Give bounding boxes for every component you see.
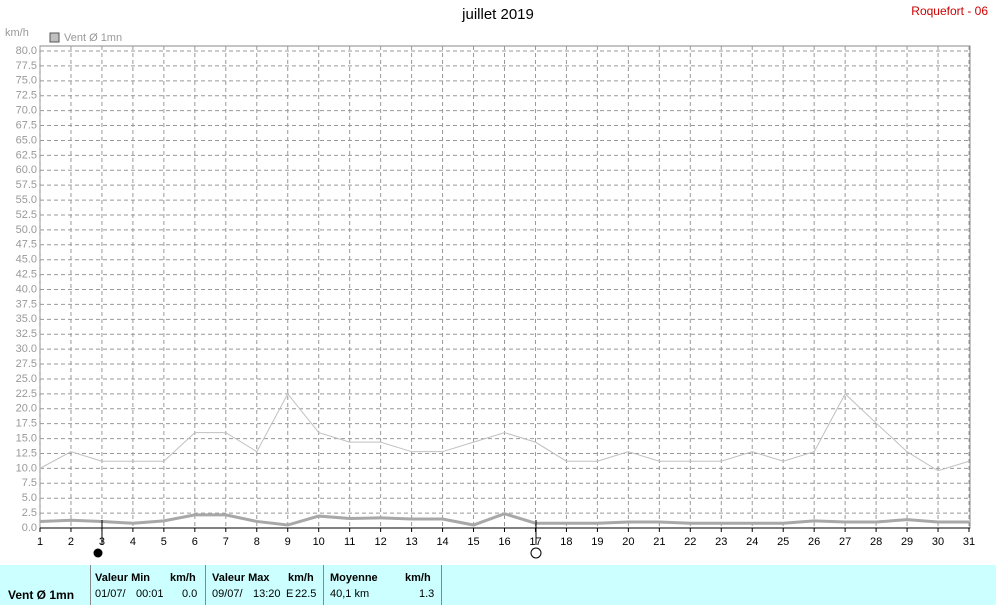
x-tick-label: 28	[870, 536, 882, 548]
day-marker	[93, 548, 103, 558]
x-tick-label: 24	[746, 536, 758, 548]
max-direction: E	[286, 588, 294, 600]
max-date: 09/07/	[212, 588, 243, 600]
y-tick-label: 0.0	[22, 522, 37, 534]
x-tick-label: 16	[498, 536, 510, 548]
y-tick-label: 77.5	[16, 60, 37, 72]
x-tick-label: 1	[37, 536, 43, 548]
series-line	[39, 512, 969, 527]
x-tick-label: 12	[375, 536, 387, 548]
summary-label: Vent Ø 1mn	[8, 588, 75, 602]
min-value: 0.0	[182, 588, 198, 600]
x-tick-label: 8	[254, 536, 260, 548]
x-tick-label: 30	[932, 536, 944, 548]
y-tick-label: 22.5	[16, 388, 37, 400]
min-title: Valeur Min	[95, 572, 151, 584]
x-tick-label: 9	[285, 536, 291, 548]
y-tick-label: 37.5	[16, 298, 37, 310]
x-tick-label: 18	[560, 536, 572, 548]
x-tick-label: 21	[653, 536, 665, 548]
y-tick-label: 57.5	[16, 179, 37, 191]
y-tick-label: 2.5	[22, 507, 37, 519]
mean-title: Moyenne	[330, 572, 378, 584]
min-date: 01/07/	[95, 588, 126, 600]
min-time: 00:01	[136, 588, 164, 600]
x-tick-label: 23	[715, 536, 727, 548]
series-line	[39, 392, 970, 472]
y-tick-label: 72.5	[16, 90, 37, 102]
separator	[441, 565, 442, 605]
mean-unit: km/h	[405, 572, 431, 584]
x-tick-label: 10	[313, 536, 325, 548]
x-tick-label: 14	[436, 536, 448, 548]
x-tick-label: 13	[405, 536, 417, 548]
x-tick-label: 22	[684, 536, 696, 548]
y-tick-label: 45.0	[16, 254, 37, 266]
y-axis-label: km/h	[5, 27, 29, 39]
y-tick-label: 27.5	[16, 358, 37, 370]
y-tick-label: 25.0	[16, 373, 37, 385]
legend-label: Vent Ø 1mn	[64, 32, 122, 44]
mean-distance: 40,1 km	[330, 588, 370, 600]
x-tick-label: 6	[192, 536, 198, 548]
chart: juillet 2019 Roquefort - 06 km/h Vent Ø …	[5, 4, 988, 559]
y-tick-label: 12.5	[16, 447, 37, 459]
x-tick-label: 31	[963, 536, 975, 548]
station-name: Roquefort - 06	[911, 4, 988, 18]
max-title: Valeur Max	[212, 572, 270, 584]
separator	[205, 565, 206, 605]
summary-panel: Vent Ø 1mn Valeur Min km/h 01/07/ 00:01 …	[0, 565, 996, 605]
y-tick-label: 60.0	[16, 164, 37, 176]
separator	[90, 565, 91, 605]
x-tick-label: 20	[622, 536, 634, 548]
y-tick-label: 35.0	[16, 313, 37, 325]
x-tick-label: 3	[99, 536, 105, 548]
y-tick-label: 50.0	[16, 224, 37, 236]
min-unit: km/h	[170, 572, 196, 584]
max-time: 13:20	[253, 588, 281, 600]
legend-swatch	[49, 32, 60, 43]
y-tick-label: 52.5	[16, 209, 37, 221]
max-value: 22.5	[295, 588, 317, 600]
x-tick-label: 19	[591, 536, 603, 548]
y-tick-label: 75.0	[16, 75, 37, 87]
mean-value: 1.3	[419, 588, 435, 600]
x-tick-label: 25	[777, 536, 789, 548]
y-tick-label: 80.0	[16, 45, 37, 57]
x-tick-label: 29	[901, 536, 913, 548]
y-tick-label: 40.0	[16, 283, 37, 295]
y-tick-label: 30.0	[16, 343, 37, 355]
marks	[39, 392, 970, 527]
x-tick-label: 2	[68, 536, 74, 548]
x-tick-label: 4	[130, 536, 136, 548]
x-tick-label: 5	[161, 536, 167, 548]
y-tick-label: 10.0	[16, 462, 37, 474]
grid	[39, 46, 970, 529]
y-tick-label: 67.5	[16, 119, 37, 131]
y-tick-label: 70.0	[16, 105, 37, 117]
separator	[323, 565, 324, 605]
y-tick-label: 32.5	[16, 328, 37, 340]
y-tick-label: 55.0	[16, 194, 37, 206]
x-tick-label: 11	[344, 536, 355, 548]
y-tick-label: 5.0	[22, 492, 37, 504]
y-tick-label: 17.5	[16, 418, 37, 430]
x-tick-label: 15	[467, 536, 479, 548]
x-tick-label: 26	[808, 536, 820, 548]
y-tick-label: 15.0	[16, 432, 37, 444]
day-marker	[530, 547, 542, 559]
x-tick-label: 17	[529, 536, 541, 548]
y-tick-label: 42.5	[16, 269, 37, 281]
y-tick-label: 62.5	[16, 149, 37, 161]
y-tick-label: 65.0	[16, 134, 37, 146]
max-unit: km/h	[288, 572, 314, 584]
y-tick-label: 7.5	[22, 477, 37, 489]
chart-title: juillet 2019	[461, 6, 534, 23]
x-tick-label: 7	[223, 536, 229, 548]
y-tick-label: 47.5	[16, 239, 37, 251]
y-tick-label: 20.0	[16, 403, 37, 415]
x-tick-label: 27	[839, 536, 851, 548]
